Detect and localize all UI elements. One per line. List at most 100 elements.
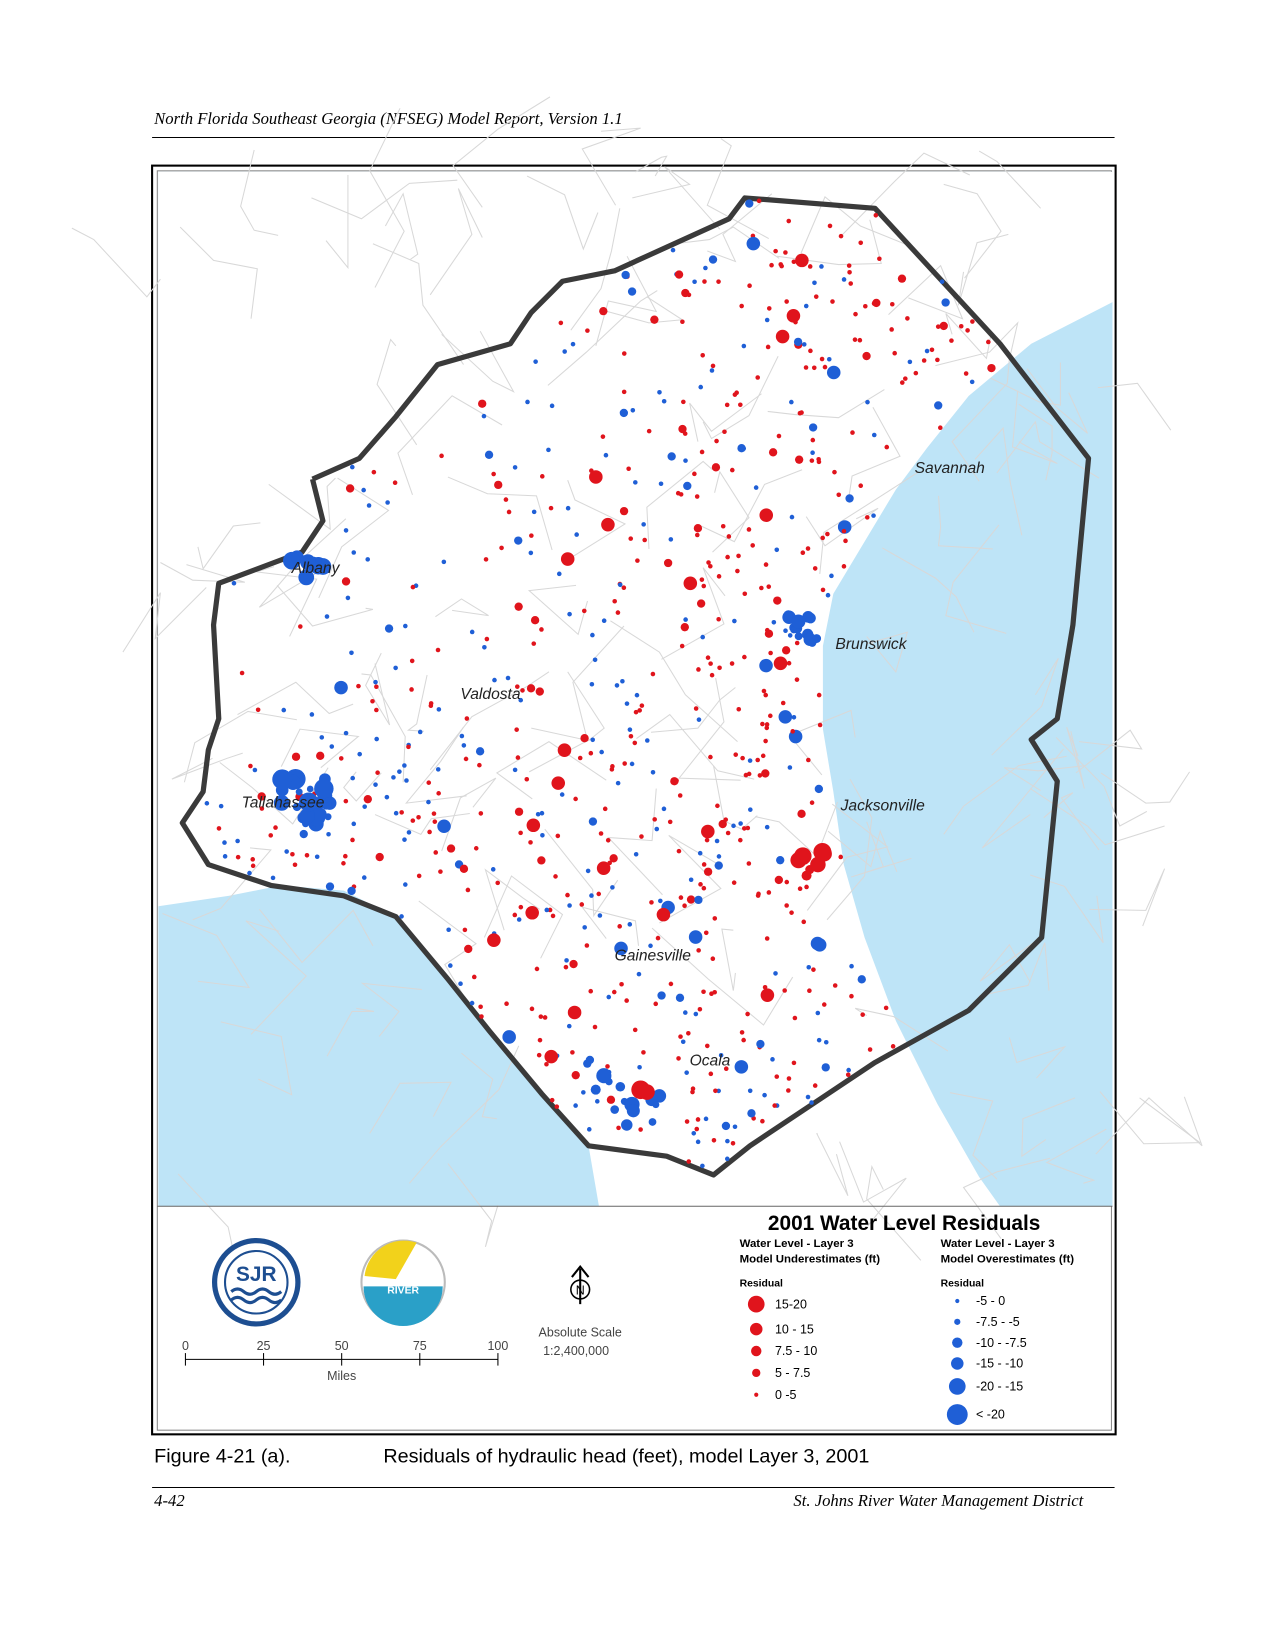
residual-point	[639, 703, 645, 708]
residual-point	[516, 917, 522, 922]
residual-point	[611, 989, 617, 995]
residual-point	[491, 471, 496, 477]
residual-point	[750, 543, 755, 548]
residual-point	[564, 958, 569, 963]
residual-point	[764, 824, 770, 830]
residual-point	[650, 671, 656, 677]
residual-point	[270, 875, 276, 881]
residual-point	[531, 509, 537, 515]
residual-point	[478, 1004, 483, 1010]
residual-point	[619, 981, 624, 987]
residual-point	[809, 458, 815, 463]
residual-point	[674, 270, 684, 279]
residual-point	[601, 618, 607, 624]
residual-point	[836, 492, 842, 498]
residual-point	[216, 826, 222, 831]
residual-point	[905, 316, 910, 321]
residual-point	[741, 826, 747, 831]
residual-point	[375, 852, 384, 862]
county-line	[1099, 1091, 1202, 1145]
residual-point	[935, 324, 941, 329]
residual-point	[542, 1015, 548, 1020]
county-line	[429, 671, 550, 771]
residual-point	[860, 1012, 865, 1017]
city-label: Albany	[291, 560, 341, 577]
residual-point	[903, 376, 908, 381]
residual-point	[580, 734, 589, 743]
scale-label: 100	[487, 1339, 508, 1353]
county-line	[429, 188, 483, 296]
residual-point	[526, 818, 541, 833]
county-line	[280, 728, 360, 769]
residual-point	[841, 564, 847, 569]
residual-point	[803, 303, 809, 309]
residual-point	[329, 744, 335, 749]
residual-point	[696, 948, 701, 953]
residual-point	[729, 467, 735, 473]
residual-point	[544, 1049, 559, 1064]
county-line	[945, 524, 1007, 634]
residual-point	[324, 614, 330, 619]
residual-point	[716, 854, 722, 859]
residual-point	[761, 769, 770, 778]
residual-point	[469, 629, 475, 635]
residual-point	[464, 716, 470, 721]
residual-point	[620, 678, 625, 684]
county-line	[343, 771, 382, 802]
residual-point	[681, 399, 686, 405]
residual-point	[837, 520, 852, 534]
residual-point	[921, 358, 927, 363]
residual-point	[762, 1092, 767, 1098]
residual-point	[565, 892, 570, 898]
county-line	[531, 671, 605, 742]
residual-point	[724, 402, 730, 408]
residual-point	[806, 964, 812, 970]
residual-point	[753, 485, 759, 490]
residual-point	[764, 317, 770, 323]
residual-point	[696, 717, 702, 722]
residual-point	[709, 672, 715, 678]
residual-point	[858, 240, 864, 246]
residual-point	[683, 617, 688, 622]
residual-point	[684, 1070, 689, 1075]
residual-point	[596, 861, 611, 875]
residual-point	[600, 434, 606, 439]
residual-point	[628, 733, 634, 739]
residual-point	[864, 515, 870, 520]
residual-point	[373, 782, 378, 787]
residual-point	[306, 785, 314, 793]
residual-point	[718, 1052, 724, 1058]
residual-point	[373, 679, 378, 685]
residual-point	[533, 359, 538, 364]
residual-point	[403, 882, 408, 887]
county-line	[71, 227, 161, 298]
residual-point	[371, 469, 377, 475]
residual-point	[644, 738, 650, 743]
county-line	[483, 875, 564, 959]
county-line	[689, 393, 762, 442]
north-label: N	[576, 1284, 585, 1298]
residual-point	[577, 755, 583, 761]
residual-point	[773, 656, 788, 671]
residual-point	[810, 450, 815, 455]
residual-point	[755, 757, 760, 763]
residual-point	[724, 1156, 730, 1162]
residual-point	[725, 1138, 730, 1144]
residual-point	[616, 1125, 621, 1131]
residual-point	[610, 1105, 620, 1114]
residual-point	[650, 769, 656, 775]
residual-point	[357, 751, 362, 757]
residual-point	[805, 546, 811, 551]
county-lines	[71, 96, 1203, 1299]
residual-point	[821, 1002, 827, 1007]
residual-point	[681, 288, 690, 298]
residual-point	[701, 583, 707, 589]
residual-point	[652, 817, 657, 822]
residual-point	[667, 452, 676, 461]
caption-text: Residuals of hydraulic head (feet), mode…	[383, 1445, 869, 1467]
residual-point	[361, 875, 367, 880]
county-line	[978, 150, 1041, 209]
residual-point	[807, 264, 813, 269]
legend-subheading: Residual	[941, 1278, 984, 1289]
residual-point	[789, 399, 794, 405]
